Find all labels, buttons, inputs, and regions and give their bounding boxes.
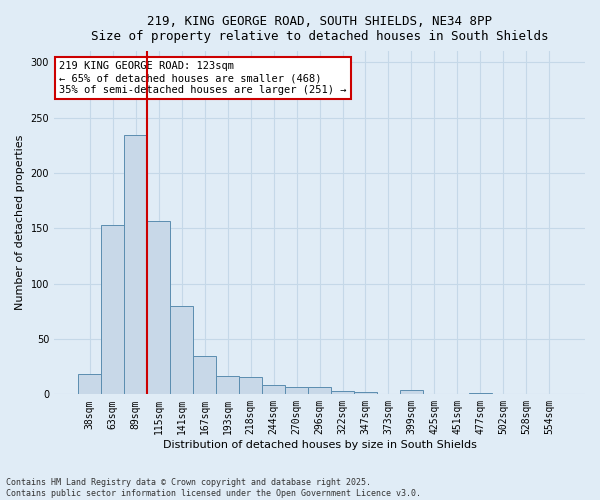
Title: 219, KING GEORGE ROAD, SOUTH SHIELDS, NE34 8PP
Size of property relative to deta: 219, KING GEORGE ROAD, SOUTH SHIELDS, NE… [91,15,548,43]
Bar [308,386,331,394]
Bar [331,391,354,394]
Bar [354,392,377,394]
Y-axis label: Number of detached properties: Number of detached properties [15,135,25,310]
Text: Contains HM Land Registry data © Crown copyright and database right 2025.
Contai: Contains HM Land Registry data © Crown c… [6,478,421,498]
Bar [262,386,285,394]
Bar [78,374,101,394]
Bar [170,306,193,394]
Text: 219 KING GEORGE ROAD: 123sqm
← 65% of detached houses are smaller (468)
35% of s: 219 KING GEORGE ROAD: 123sqm ← 65% of de… [59,62,347,94]
Bar [101,225,124,394]
Bar [124,136,147,394]
Bar [147,220,170,394]
Bar [239,376,262,394]
Bar [193,356,216,395]
Bar [216,376,239,394]
Bar [469,393,492,394]
Bar [400,390,423,394]
Bar [285,386,308,394]
X-axis label: Distribution of detached houses by size in South Shields: Distribution of detached houses by size … [163,440,476,450]
